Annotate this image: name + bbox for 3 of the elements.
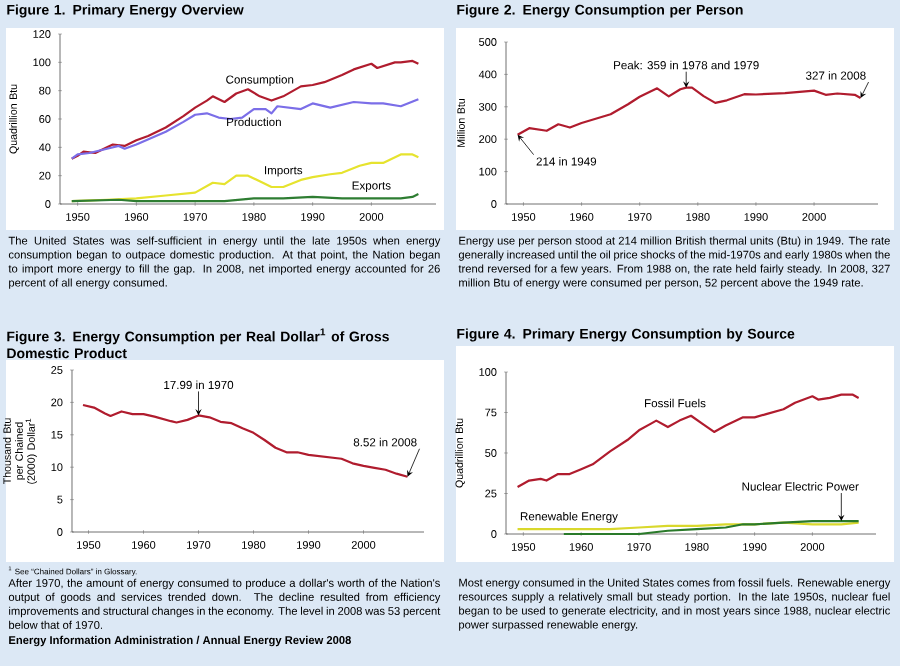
line-series — [70, 98, 420, 160]
line-series — [516, 393, 860, 489]
line-series — [70, 59, 420, 160]
